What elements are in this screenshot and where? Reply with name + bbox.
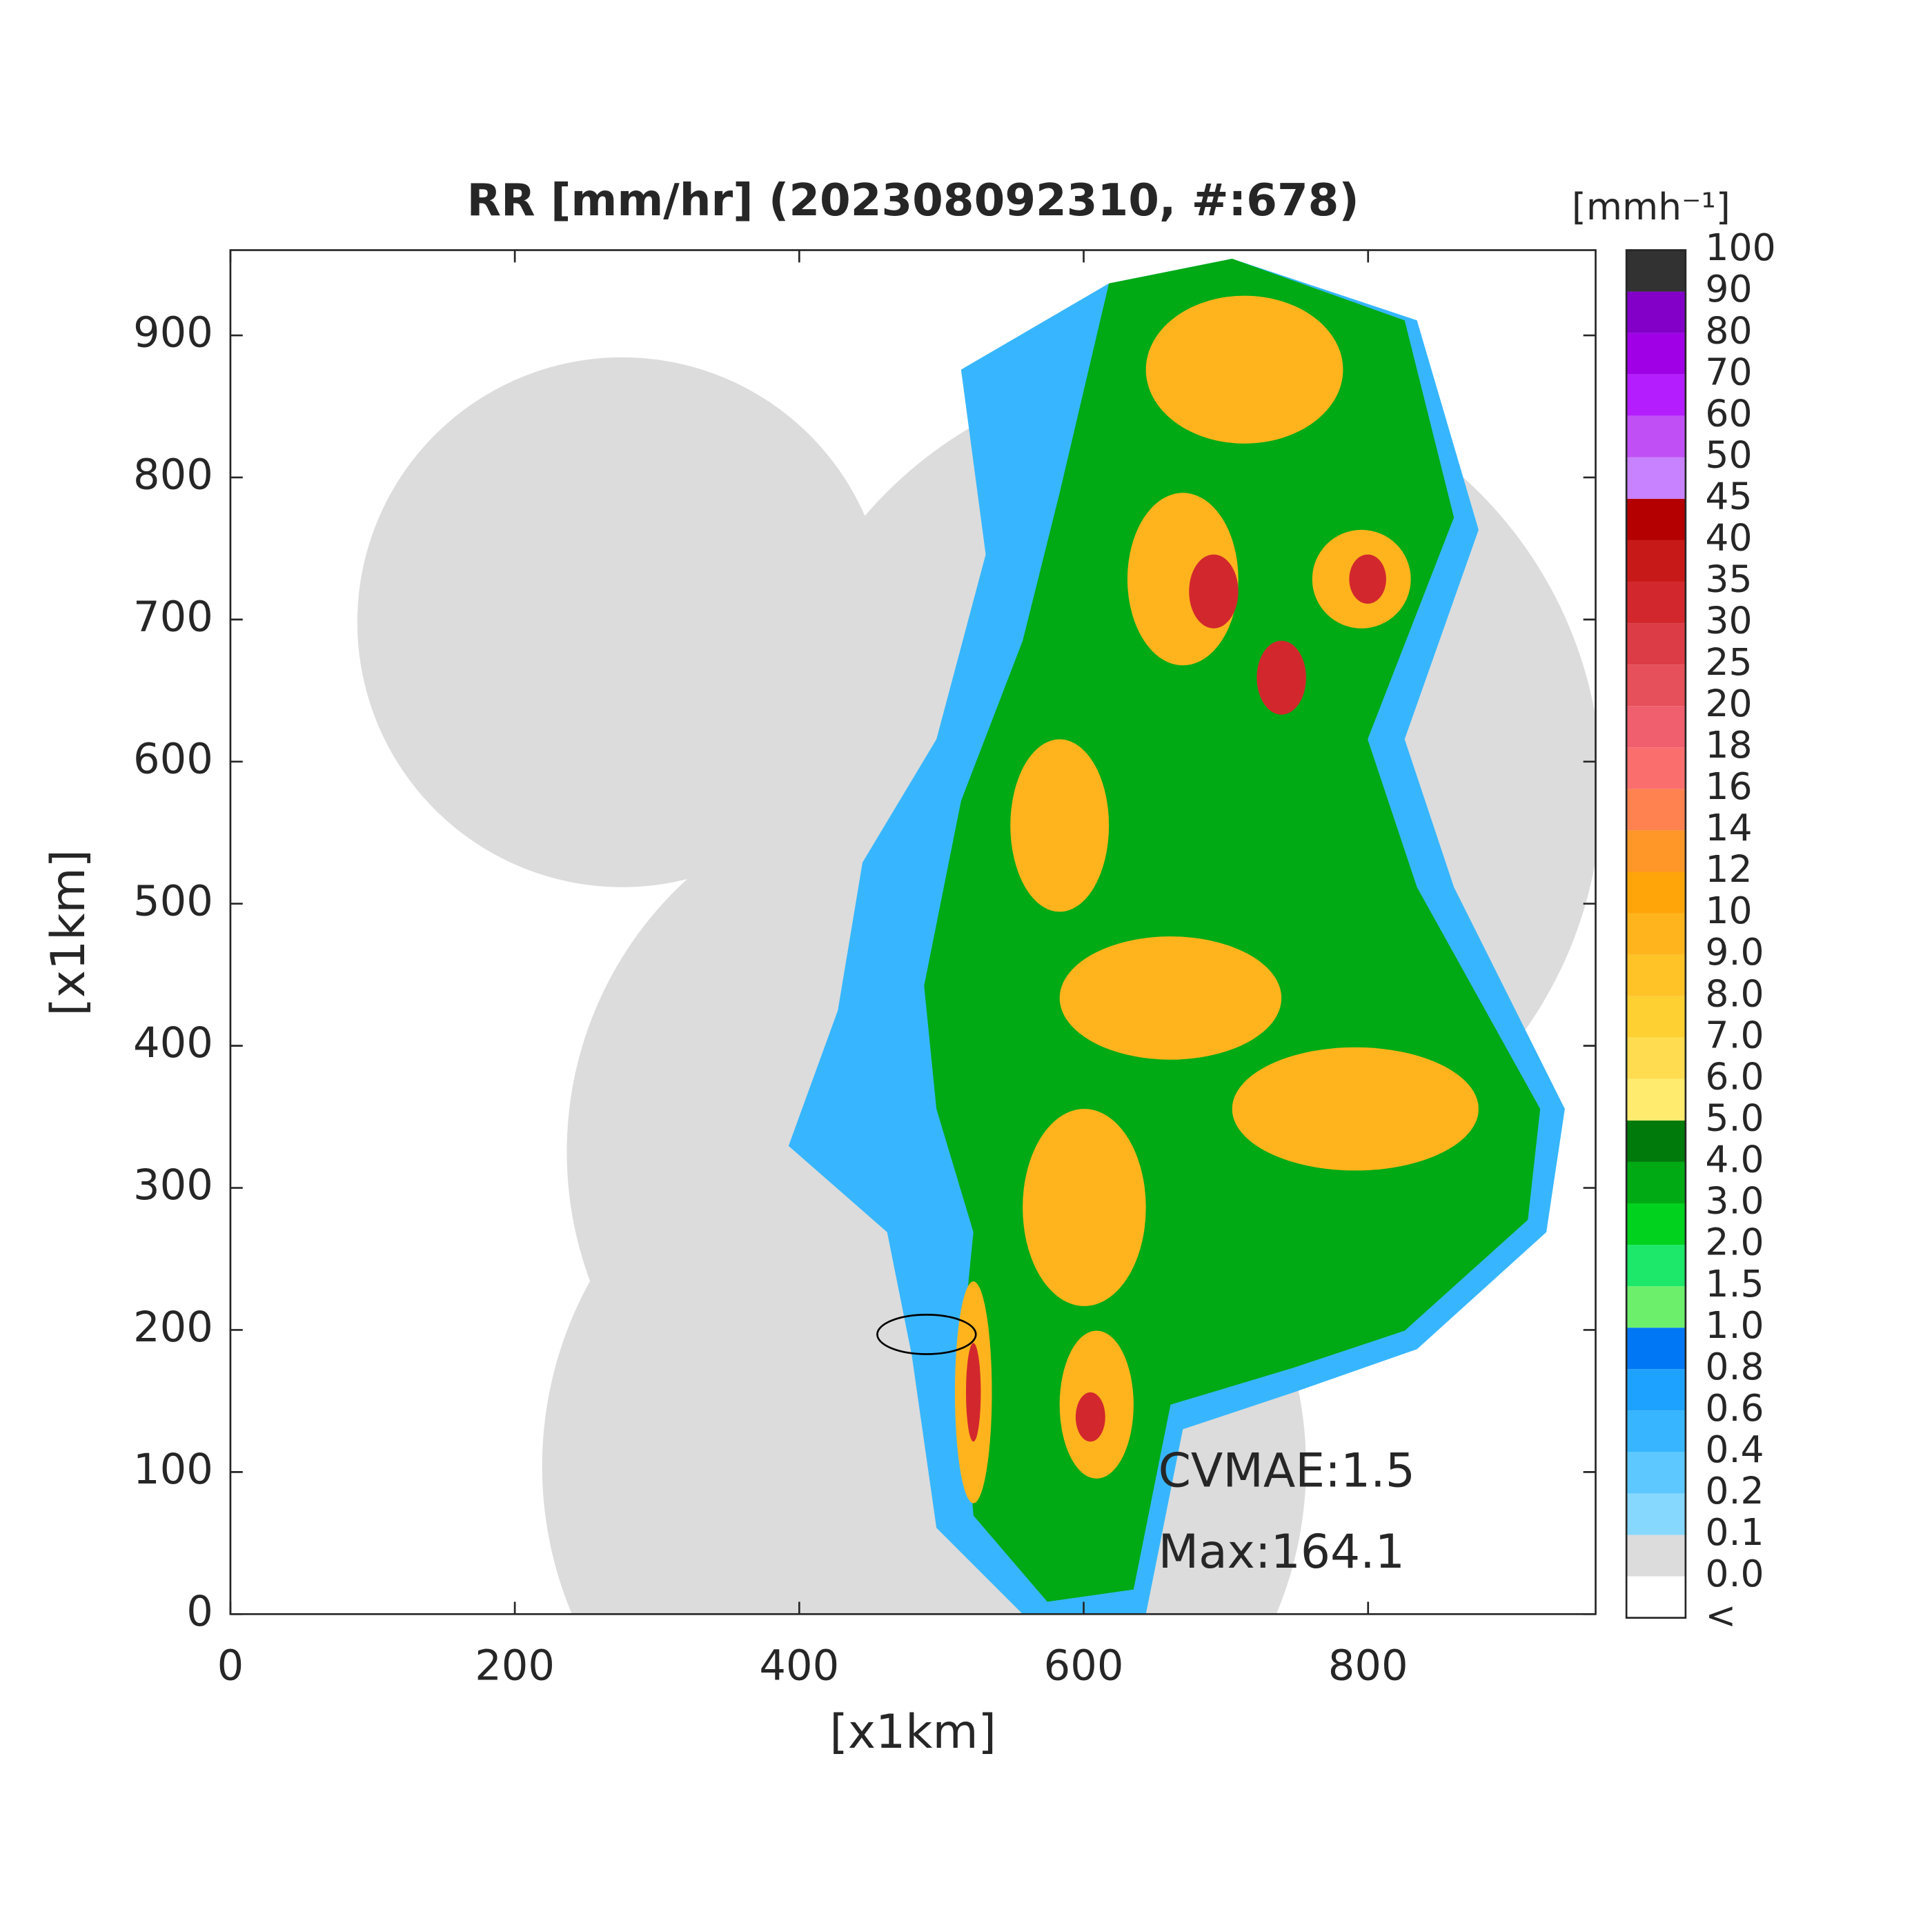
- colorbar-tick-label: 4.0: [1705, 1138, 1764, 1181]
- y-tick-label: 900: [133, 309, 213, 357]
- colorbar-tick-label: 12: [1705, 847, 1752, 891]
- colorbar-tick-label: 50: [1705, 433, 1752, 476]
- colorbar-bin: [1626, 1245, 1686, 1287]
- colorbar-bin: [1626, 498, 1686, 540]
- radar-field: [357, 259, 1596, 1615]
- y-tick-label: 700: [133, 593, 213, 641]
- title: RR [mm/hr] (202308092310, #:678): [467, 175, 1359, 226]
- colorbar-tick-label: 1.0: [1705, 1303, 1764, 1347]
- colorbar-bin: [1626, 1078, 1686, 1121]
- y-axis-label: [x1km]: [41, 849, 96, 1016]
- colorbar-bin: [1626, 1328, 1686, 1370]
- y-tick-label: 400: [133, 1019, 213, 1067]
- colorbar-bin: [1626, 623, 1686, 665]
- colorbar-bin: [1626, 1452, 1686, 1494]
- rain-intense: [966, 554, 1386, 1442]
- x-tick-label: 0: [217, 1642, 244, 1690]
- colorbar-tick-label: 90: [1705, 267, 1752, 310]
- colorbar-tick-label: 5.0: [1705, 1096, 1764, 1140]
- colorbar-bin: [1626, 1369, 1686, 1411]
- colorbar-bin: [1626, 540, 1686, 582]
- colorbar-bin: [1626, 1037, 1686, 1079]
- colorbar-bin: [1626, 830, 1686, 872]
- colorbar-bin: [1626, 457, 1686, 499]
- colorbar-bin: [1626, 250, 1686, 292]
- colorbar-tick-label: 0.0: [1705, 1552, 1764, 1595]
- colorbar-tick-label: 16: [1705, 765, 1752, 808]
- colorbar-tick-label: <: [1705, 1593, 1736, 1637]
- colorbar-bin: [1626, 374, 1686, 416]
- colorbar-tick-label: 0.4: [1705, 1428, 1764, 1471]
- colorbar-bin: [1626, 582, 1686, 624]
- colorbar-tick-label: 8.0: [1705, 972, 1764, 1015]
- colorbar-bin: [1626, 664, 1686, 707]
- rain-heavy: [954, 295, 1479, 1504]
- colorbar-tick-label: 18: [1705, 723, 1752, 767]
- colorbar-tick-label: 0.1: [1705, 1510, 1764, 1554]
- colorbar-tick-label: 3.0: [1705, 1179, 1764, 1223]
- y-tick-label: 100: [133, 1446, 213, 1494]
- colorbar-tick-label: 20: [1705, 682, 1752, 725]
- colorbar-bin: [1626, 1120, 1686, 1162]
- y-tick-label: 500: [133, 877, 213, 925]
- colorbar-bin: [1626, 1493, 1686, 1535]
- colorbar-tick-label: 0.2: [1705, 1469, 1764, 1512]
- x-tick-label: 200: [475, 1642, 555, 1690]
- colorbar-bin: [1626, 954, 1686, 996]
- colorbar-tick-label: 70: [1705, 350, 1752, 393]
- x-tick-label: 600: [1044, 1642, 1124, 1690]
- colorbar-tick-label: 100: [1705, 226, 1775, 269]
- y-tick-label: 200: [133, 1303, 213, 1352]
- colorbar-tick-label: 30: [1705, 599, 1752, 642]
- colorbar-tick-label: 0.8: [1705, 1345, 1764, 1388]
- colorbar-bin: [1626, 291, 1686, 333]
- colorbar-bin: [1626, 415, 1686, 457]
- plot-frame: [229, 249, 1597, 1615]
- x-tick-label: 800: [1328, 1642, 1408, 1690]
- colorbar-tick-label: 1.5: [1705, 1262, 1764, 1305]
- colorbar-tick-label: 35: [1705, 558, 1752, 601]
- colorbar-bin: [1626, 1203, 1686, 1245]
- y-tick-label: 600: [133, 735, 213, 783]
- colorbar-tick-label: 80: [1705, 308, 1752, 352]
- colorbar-bin: [1626, 1535, 1686, 1577]
- colorbar-bin: [1626, 333, 1686, 375]
- colorbar-tick-label: 40: [1705, 516, 1752, 560]
- colorbar-bin: [1626, 913, 1686, 955]
- colorbar-bin: [1626, 871, 1686, 914]
- colorbar-tick-label: 25: [1705, 640, 1752, 684]
- colorbar-tick-label: 45: [1705, 475, 1752, 518]
- colorbar-tick-label: 2.0: [1705, 1221, 1764, 1264]
- y-tick-label: 300: [133, 1161, 213, 1210]
- colorbar-tick-label: 7.0: [1705, 1013, 1764, 1056]
- x-axis-label: [x1km]: [829, 1705, 996, 1759]
- annotation: Max:164.1: [1159, 1525, 1405, 1579]
- y-tick-label: 0: [186, 1588, 213, 1636]
- colorbar-bin: [1626, 1410, 1686, 1452]
- colorbar-tick-label: 0.6: [1705, 1386, 1764, 1430]
- x-tick-label: 400: [759, 1642, 839, 1690]
- colorbar-tick-label: 10: [1705, 889, 1752, 932]
- colorbar-bin: [1626, 996, 1686, 1038]
- coastline: [876, 1314, 977, 1355]
- colorbar-tick-label: 9.0: [1705, 930, 1764, 974]
- colorbar-bin: [1626, 1286, 1686, 1328]
- colorbar-bin: [1626, 706, 1686, 748]
- colorbar-tick-label: 6.0: [1705, 1054, 1764, 1098]
- colorbar-bin: [1626, 1161, 1686, 1203]
- colorbar-bin: [1626, 1576, 1686, 1618]
- colorbar-bin: [1626, 789, 1686, 831]
- colorbar-tick-label: 60: [1705, 391, 1752, 435]
- colorbar-bin: [1626, 747, 1686, 789]
- colorbar-tick-label: 14: [1705, 806, 1752, 849]
- y-tick-label: 800: [133, 451, 213, 500]
- annotation: CVMAE:1.5: [1159, 1443, 1415, 1498]
- colorbar-label: [mmh⁻¹]: [1572, 185, 1731, 228]
- colorbar-frame: [1625, 249, 1687, 1619]
